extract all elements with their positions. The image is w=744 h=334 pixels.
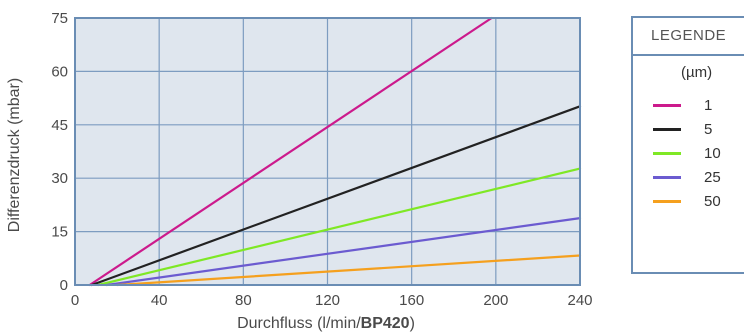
- x-tick-label: 80: [235, 292, 252, 309]
- series-line-10: [96, 167, 582, 287]
- series-line-1: [88, 16, 493, 287]
- series-line-50: [115, 254, 582, 287]
- x-tick-label: 240: [567, 292, 592, 309]
- legend-unit: (µm): [681, 64, 713, 81]
- legend-label: 5: [704, 121, 713, 138]
- x-axis-label: Durchfluss (l/min/BP420): [237, 315, 415, 332]
- legend-label: 10: [704, 145, 721, 162]
- x-tick-label: 120: [315, 292, 340, 309]
- legend: LEGENDE (µm) 1 5 10 25 50: [631, 16, 744, 274]
- chart-plot: 0 40 80 120 160 200 240 0 15 30 45 60 75 Durchfluss…: [6, 10, 593, 332]
- y-tick-label: 45: [51, 117, 68, 134]
- legend-title: LEGENDE: [633, 18, 744, 56]
- legend-swatch: [653, 200, 681, 203]
- legend-label: 50: [704, 193, 721, 210]
- y-tick-label: 0: [60, 277, 68, 294]
- x-tick-label: 0: [71, 292, 79, 309]
- x-tick-label: 160: [399, 292, 424, 309]
- y-tick-label: 60: [51, 63, 68, 80]
- legend-item: 25: [633, 168, 744, 188]
- x-tick-labels: 0 40 80 120 160 200 240: [71, 292, 593, 309]
- legend-item: 10: [633, 144, 744, 164]
- y-tick-label: 30: [51, 170, 68, 187]
- series-line-5: [90, 105, 582, 287]
- plot-frame: [74, 17, 581, 286]
- y-axis-label: Differenzdruck (mbar): [6, 78, 23, 232]
- legend-item: 5: [633, 120, 744, 140]
- series-lines: [88, 16, 582, 287]
- legend-swatch: [653, 104, 681, 107]
- legend-item: 1: [633, 96, 744, 116]
- x-tick-label: 200: [483, 292, 508, 309]
- legend-label: 25: [704, 169, 721, 186]
- x-tick-label: 40: [151, 292, 168, 309]
- legend-item: 50: [633, 192, 744, 212]
- legend-swatch: [653, 176, 681, 179]
- legend-swatch: [653, 152, 681, 155]
- y-tick-label: 15: [51, 224, 68, 241]
- y-tick-labels: 0 15 30 45 60 75: [51, 10, 68, 294]
- series-line-25: [105, 217, 582, 287]
- y-tick-label: 75: [51, 10, 68, 27]
- legend-swatch: [653, 128, 681, 131]
- legend-label: 1: [704, 97, 713, 114]
